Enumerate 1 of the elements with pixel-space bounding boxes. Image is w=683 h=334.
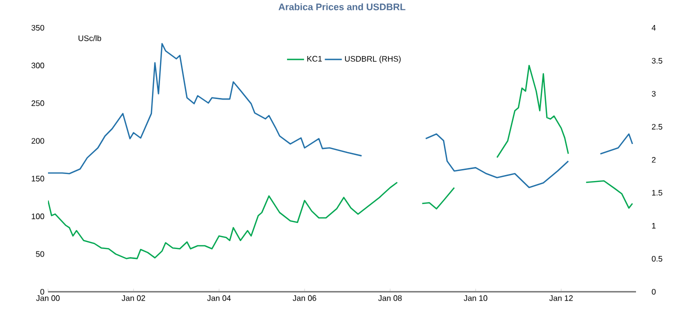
chart-title: Arabica Prices and USDBRL: [278, 3, 406, 10]
